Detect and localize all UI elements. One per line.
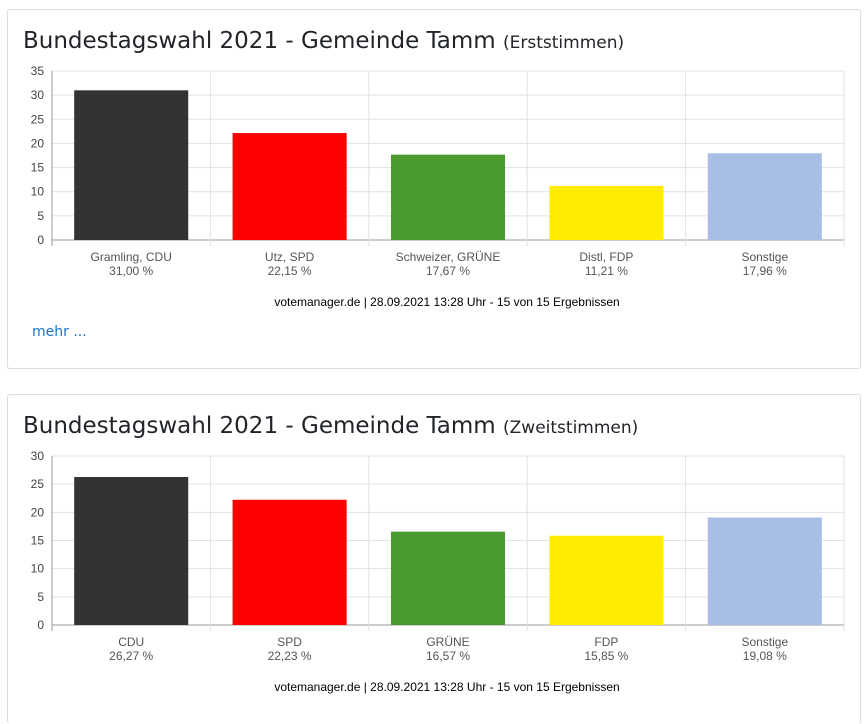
- category-label: FDP: [594, 635, 618, 649]
- bar-1: [74, 90, 189, 240]
- y-tick-label: 25: [31, 477, 45, 491]
- chart-title-main: Bundestagswahl 2021 - Gemeinde Tamm: [23, 28, 496, 54]
- bar-2: [232, 499, 347, 625]
- y-tick-label: 10: [31, 185, 45, 199]
- bar-3: [390, 154, 506, 240]
- bar-1: [74, 477, 189, 625]
- y-tick-label: 35: [31, 64, 45, 78]
- category-label: SPD: [277, 635, 302, 649]
- category-label: Schweizer, GRÜNE: [396, 250, 501, 264]
- chart-title: Bundestagswahl 2021 - Gemeinde Tamm (Ers…: [23, 28, 624, 54]
- chart-card-zweitstimmen: Bundestagswahl 2021 - Gemeinde Tamm (Zwe…: [7, 394, 861, 724]
- value-label: 17,96 %: [743, 264, 787, 278]
- category-label: GRÜNE: [426, 635, 469, 649]
- y-tick-label: 5: [37, 590, 44, 604]
- chart-footer-note: votemanager.de | 28.09.2021 13:28 Uhr - …: [274, 680, 619, 694]
- bar-5: [707, 517, 822, 625]
- value-label: 26,27 %: [109, 649, 153, 663]
- y-tick-label: 10: [31, 562, 45, 576]
- bar-3: [390, 531, 506, 625]
- category-label: CDU: [118, 635, 144, 649]
- category-label: Gramling, CDU: [91, 250, 172, 264]
- value-label: 19,08 %: [743, 649, 787, 663]
- chart-title-sub: (Zweitstimmen): [503, 418, 639, 438]
- chart-card-erststimmen: Bundestagswahl 2021 - Gemeinde Tamm (Ers…: [7, 9, 861, 369]
- category-label: Sonstige: [741, 250, 788, 264]
- category-label: Sonstige: [741, 635, 788, 649]
- bar-4: [549, 535, 664, 625]
- category-label: Distl, FDP: [579, 250, 633, 264]
- bar-4: [549, 185, 664, 240]
- chart-title-main: Bundestagswahl 2021 - Gemeinde Tamm: [23, 413, 496, 439]
- category-label: Utz, SPD: [265, 250, 315, 264]
- value-label: 31,00 %: [109, 264, 153, 278]
- bar-5: [707, 153, 822, 240]
- y-tick-label: 0: [37, 618, 44, 632]
- more-link[interactable]: mehr ...: [32, 324, 87, 340]
- value-label: 17,67 %: [426, 264, 470, 278]
- y-tick-label: 0: [37, 233, 44, 247]
- y-tick-label: 30: [31, 449, 45, 463]
- bar-2: [232, 133, 347, 240]
- y-tick-label: 20: [31, 136, 45, 150]
- y-tick-label: 25: [31, 112, 45, 126]
- chart-title-sub: (Erststimmen): [503, 33, 625, 53]
- y-tick-label: 30: [31, 88, 45, 102]
- y-tick-label: 15: [31, 534, 45, 548]
- y-tick-label: 5: [37, 209, 44, 223]
- value-label: 22,15 %: [268, 264, 312, 278]
- y-tick-label: 15: [31, 161, 45, 175]
- value-label: 16,57 %: [426, 649, 470, 663]
- value-label: 11,21 %: [585, 264, 628, 278]
- value-label: 22,23 %: [268, 649, 312, 663]
- chart-footer-note: votemanager.de | 28.09.2021 13:28 Uhr - …: [274, 295, 619, 309]
- chart-title: Bundestagswahl 2021 - Gemeinde Tamm (Zwe…: [23, 413, 638, 439]
- value-label: 15,85 %: [584, 649, 628, 663]
- y-tick-label: 20: [31, 505, 45, 519]
